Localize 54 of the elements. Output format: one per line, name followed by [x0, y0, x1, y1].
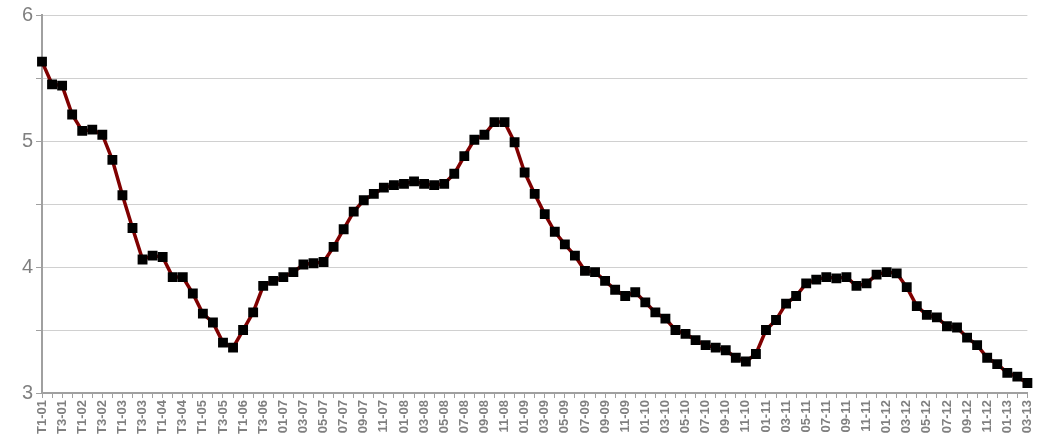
x-tick-label: 09-09	[596, 400, 612, 434]
x-tick-label: 09-10	[717, 400, 733, 434]
x-tick-label: T3-02	[93, 400, 109, 435]
x-tick-label: 05-09	[556, 400, 572, 434]
x-tick-label: 09-12	[958, 400, 974, 434]
x-tick-label: 11-07	[375, 400, 391, 433]
x-tick-label: T1-03	[114, 400, 130, 435]
x-tick-label: 03-08	[415, 400, 431, 434]
x-tick-label: 05-10	[677, 400, 693, 434]
x-tick-label: 09-11	[837, 400, 853, 433]
x-tick-label: 07-08	[455, 400, 471, 434]
x-tick-label: 11-10	[737, 400, 753, 433]
x-tick-label: 05-08	[435, 400, 451, 434]
x-tick-label: 01-13	[998, 400, 1014, 434]
x-tick-label: T3-04	[174, 399, 190, 435]
x-tick-label: 03-13	[1018, 400, 1034, 434]
x-tick-label: 11-09	[616, 400, 632, 433]
x-tick-label: 07-10	[697, 400, 713, 434]
x-tick-label: 05-12	[918, 400, 934, 434]
y-tick-label: 4	[21, 254, 33, 277]
x-tick-label: T3-01	[53, 400, 69, 435]
x-tick-label: T1-05	[194, 400, 210, 435]
x-tick-label: 05-11	[797, 400, 813, 433]
x-tick-label: 03-07	[295, 400, 311, 434]
y-tick-label: 3	[21, 380, 33, 403]
x-tick-label: 07-12	[938, 400, 954, 434]
x-tick-label: 11-12	[978, 400, 994, 433]
x-tick-label: 07-09	[576, 400, 592, 434]
y-tick-label: 5	[21, 128, 33, 151]
x-tick-label: T1-01	[33, 400, 49, 435]
y-tick-label: 6	[21, 2, 33, 25]
x-tick-label: T3-06	[254, 400, 270, 435]
x-tick-label: 01-11	[757, 400, 773, 433]
x-tick-label: 01-09	[516, 400, 532, 434]
x-tick-label: T3-03	[134, 400, 150, 435]
x-tick-label: 01-07	[274, 400, 290, 434]
x-tick-label: 11-11	[858, 400, 874, 432]
x-tick-label: 09-08	[476, 400, 491, 434]
x-tick-label: T3-05	[214, 400, 230, 435]
x-tick-label: 09-07	[355, 400, 371, 434]
x-tick-label: 11-08	[496, 400, 512, 433]
x-tick-label: 03-10	[656, 400, 672, 434]
x-tick-label: 01-08	[395, 400, 411, 434]
x-tick-label: 05-07	[315, 400, 331, 434]
x-tick-label: T1-02	[73, 400, 89, 435]
x-tick-label: T1-04	[154, 399, 170, 435]
x-tick-label: T1-06	[234, 400, 250, 435]
x-tick-label: 03-11	[777, 400, 793, 433]
x-tick-label: 07-11	[817, 400, 833, 433]
x-tick-label: 03-12	[898, 400, 914, 434]
x-tick-label: 03-09	[536, 400, 552, 434]
x-tick-label: 01-12	[878, 400, 894, 434]
x-tick-label: 07-07	[335, 400, 351, 434]
x-tick-label: 01-10	[636, 400, 652, 434]
